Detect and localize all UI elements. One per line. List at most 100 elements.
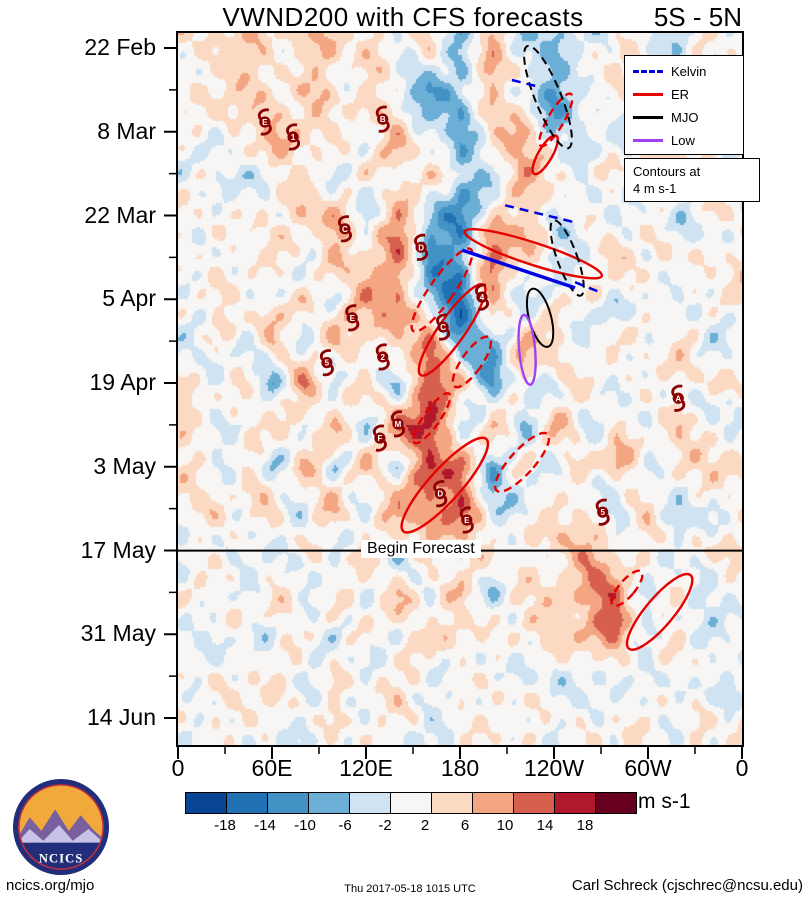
contour-note-line1: Contours at [633, 164, 701, 179]
svg-text:E: E [262, 118, 268, 127]
tropical-cyclone-symbol: E [345, 304, 360, 332]
er-wave-ellipse [625, 572, 694, 651]
colorbar-segment [432, 793, 473, 813]
x-axis-label: 0 [171, 755, 185, 781]
x-axis-label: 180 [440, 755, 480, 781]
colorbar-segment [391, 793, 432, 813]
colorbar-segment [473, 793, 514, 813]
y-axis-label: 8 Mar [97, 117, 156, 144]
kelvin-wave-line [574, 281, 601, 294]
low-wave-ellipse [517, 313, 537, 386]
tropical-cyclone-symbol: A [671, 384, 686, 412]
colorbar-level-label: 14 [536, 817, 554, 834]
tropical-cyclone-symbol: 1 [286, 123, 300, 151]
colorbar-level-label: -2 [378, 817, 392, 834]
er-wave-ellipse [538, 92, 574, 148]
y-axis-label: 31 May [80, 620, 156, 647]
kelvin-line-sample [633, 70, 663, 73]
tropical-cyclone-symbol: C [338, 215, 352, 243]
svg-text:2: 2 [381, 353, 386, 362]
colorbar-segment [227, 793, 268, 813]
x-axis-label: 0 [735, 755, 749, 781]
svg-text:D: D [418, 243, 424, 252]
colorbar-segment [268, 793, 309, 813]
svg-text:5: 5 [325, 359, 330, 368]
tropical-cyclone-symbol: 2 [375, 343, 390, 371]
chart-title: VWND200 with CFS forecasts [222, 2, 584, 32]
svg-text:E: E [464, 516, 470, 525]
footer-credit: Carl Schreck (cjschrec@ncsu.edu) [571, 877, 803, 894]
contour-note-line2: 4 m s-1 [633, 181, 677, 196]
er-wave-ellipse [531, 134, 559, 176]
colorbar-level-label: -14 [254, 817, 276, 834]
tropical-cyclone-symbol: F [373, 424, 387, 452]
colorbar-level-label: -10 [294, 817, 316, 834]
x-axis-label: 120W [523, 755, 585, 781]
tropical-cyclone-symbol: D [433, 480, 448, 508]
svg-text:F: F [377, 434, 382, 443]
er-wave-ellipse [610, 569, 644, 608]
y-axis-label: 17 May [80, 536, 156, 563]
tropical-cyclone-symbol: C [436, 313, 450, 341]
y-axis-label: 14 Jun [86, 704, 156, 730]
wave-legend: Kelvin ER MJO Low [624, 55, 744, 155]
er-line-sample [633, 93, 663, 96]
kelvin-wave-line [461, 248, 576, 290]
ncics-logo: NCICS [12, 778, 110, 876]
mjo-wave-ellipse [523, 44, 573, 150]
logo-text: NCICS [39, 851, 84, 865]
x-axis-label: 60W [624, 755, 672, 781]
colorbar-level-label: 18 [576, 817, 594, 834]
colorbar-level-label: -18 [214, 817, 236, 834]
wave-overlay-layer: E 1 B C D 4 C E 2 5 M F D E 5 A [178, 44, 742, 651]
legend-item-kelvin: Kelvin [625, 60, 743, 83]
er-wave-ellipse [463, 227, 604, 280]
kelvin-wave-line [504, 204, 573, 223]
begin-forecast-label: Begin Forecast [361, 539, 481, 558]
logo-scene [18, 784, 104, 870]
colorbar-segment [514, 793, 555, 813]
tropical-cyclone-symbol: E [459, 506, 474, 534]
y-axis-label: 22 Feb [84, 34, 156, 60]
svg-text:C: C [440, 323, 446, 332]
low-line-sample [633, 139, 663, 142]
y-axis-label: 3 May [93, 452, 156, 479]
y-axis-label: 5 Apr [102, 285, 156, 312]
y-axis-label: 19 Apr [89, 369, 157, 395]
tropical-cyclone-symbol: D [414, 233, 428, 261]
svg-text:C: C [342, 225, 348, 234]
er-wave-ellipse [410, 247, 474, 333]
svg-text:4: 4 [480, 293, 485, 302]
svg-text:5: 5 [600, 508, 605, 517]
tropical-cyclone-symbol: M [391, 410, 405, 438]
tropical-cyclone-symbol: 4 [475, 283, 489, 311]
footer-url: ncics.org/mjo [6, 877, 95, 894]
svg-text:1: 1 [291, 133, 296, 142]
svg-text:A: A [675, 394, 681, 403]
legend-label: Kelvin [671, 64, 707, 79]
colorbar-segment [309, 793, 350, 813]
er-wave-ellipse [412, 391, 452, 445]
kelvin-wave-line [511, 78, 541, 89]
legend-item-low: Low [625, 129, 743, 152]
legend-label: MJO [671, 110, 699, 125]
mjo-line-sample [633, 116, 663, 119]
x-axis-label: 120E [339, 755, 393, 781]
tropical-cyclone-symbol: E [257, 108, 272, 136]
tropical-cyclone-symbol: 5 [595, 498, 610, 526]
svg-text:D: D [437, 490, 443, 499]
contour-note: Contours at 4 m s-1 [624, 158, 760, 202]
logo-red-ring [18, 784, 104, 870]
tropical-cyclone-symbol: B [375, 105, 390, 133]
mjo-wave-ellipse [549, 219, 585, 297]
colorbar [185, 792, 637, 814]
colorbar-level-label: -6 [338, 817, 352, 834]
latitude-range-label: 5S - 5N [653, 2, 742, 32]
svg-text:B: B [380, 115, 386, 124]
legend-item-er: ER [625, 83, 743, 106]
y-axis-label: 22 Mar [84, 201, 156, 228]
svg-text:M: M [395, 420, 402, 429]
colorbar-segment [350, 793, 391, 813]
footer-timestamp: Thu 2017-05-18 1015 UTC [344, 883, 476, 895]
colorbar-units-label: m s-1 [638, 790, 691, 813]
